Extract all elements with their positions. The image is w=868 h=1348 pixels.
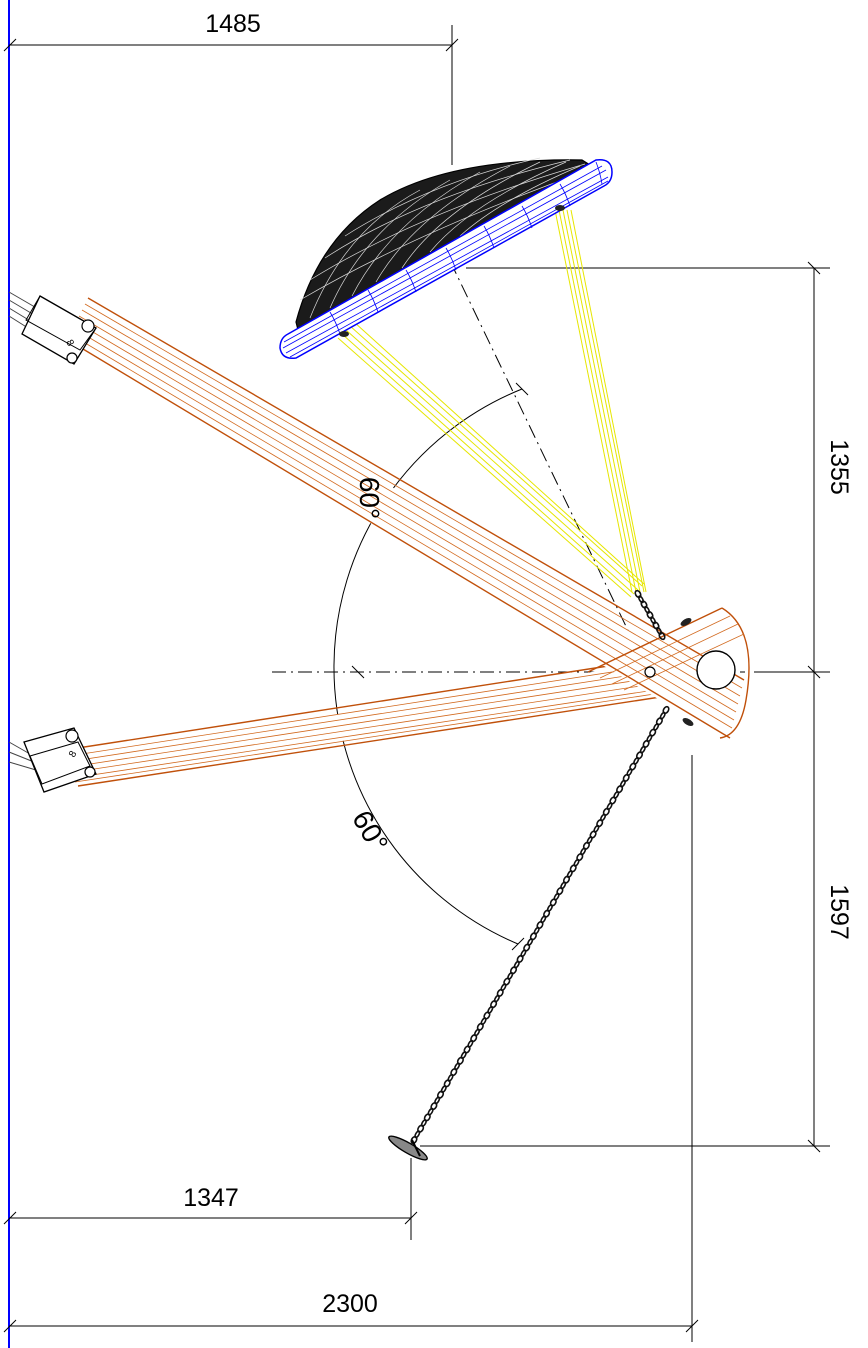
chain-lower — [410, 705, 670, 1145]
dimension-top-width: 1485 — [3, 10, 459, 165]
chain-link — [655, 626, 663, 635]
chain-link — [640, 600, 648, 609]
wooden-beam-upper — [64, 297, 750, 739]
end-cap-upper: 8 — [8, 291, 97, 365]
lower-angle-label: 60° — [346, 805, 394, 857]
dimension-lower-height-label: 1597 — [825, 884, 853, 940]
bolt-head-lower — [682, 718, 694, 726]
chain-link — [649, 616, 657, 625]
chain-upper — [634, 589, 666, 641]
swing-seat-basket — [279, 157, 613, 360]
basket-axis-line — [451, 264, 649, 673]
suspension-rope-left — [337, 321, 645, 598]
chain-link — [410, 1135, 418, 1145]
bolt-head-upper — [680, 618, 692, 626]
suspension-rope-right — [554, 209, 647, 593]
angle-arc — [333, 382, 529, 951]
pivot-ball — [696, 650, 736, 690]
chain-link — [658, 631, 666, 641]
ground-anchor — [388, 1135, 428, 1161]
chain-link — [652, 621, 660, 630]
chain-link — [646, 610, 654, 620]
dimension-top-width-label: 1485 — [205, 10, 261, 38]
pivot-hole — [644, 666, 656, 678]
dimension-bottom-inner: 1347 — [3, 1158, 418, 1240]
svg-text:8: 8 — [67, 749, 80, 760]
dimension-bottom-total-label: 2300 — [322, 1290, 378, 1318]
dimension-upper-height-label: 1355 — [825, 439, 853, 495]
dimension-right-heights: 1355 1597 — [420, 261, 853, 1153]
wooden-beam-lower — [51, 661, 681, 787]
chain-link — [637, 595, 645, 604]
chain-link — [634, 589, 642, 599]
chain-link — [643, 605, 651, 614]
dimension-bottom-total: 2300 — [3, 755, 699, 1342]
end-cap-lower: 8 — [8, 727, 97, 793]
upper-angle-label: 60° — [354, 477, 385, 519]
dimension-bottom-inner-label: 1347 — [183, 1184, 239, 1212]
svg-text:8: 8 — [63, 338, 76, 349]
